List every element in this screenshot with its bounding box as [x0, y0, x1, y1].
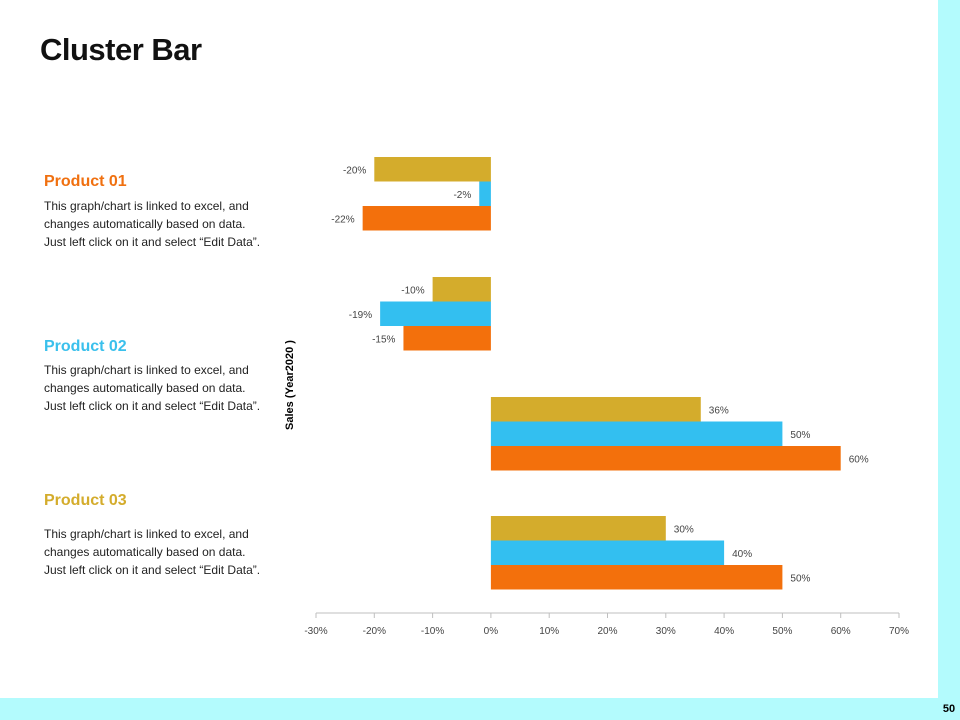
- bar: [374, 157, 491, 182]
- data-label: -19%: [349, 310, 372, 321]
- x-tick-label: -10%: [421, 626, 444, 637]
- product-01-description: This graph/chart is linked to excel, and…: [44, 199, 261, 249]
- bottom-accent-band: [0, 698, 938, 720]
- x-tick-label: 0%: [484, 626, 499, 637]
- y-axis-title: Sales (Year2020 ): [284, 340, 296, 430]
- bar: [490, 421, 783, 446]
- x-tick-label: -20%: [363, 626, 386, 637]
- data-label: 40%: [732, 549, 752, 560]
- bar: [490, 565, 783, 590]
- product-03-heading: Product 03: [44, 492, 127, 509]
- x-tick-label: 10%: [539, 626, 559, 637]
- data-label: 50%: [790, 430, 810, 441]
- x-tick-label: 60%: [831, 626, 851, 637]
- bar: [479, 181, 491, 206]
- bar: [362, 206, 491, 231]
- product-03-description: This graph/chart is linked to excel, and…: [44, 527, 261, 577]
- x-tick-label: 50%: [772, 626, 792, 637]
- x-tick-label: 40%: [714, 626, 734, 637]
- bar: [490, 516, 666, 541]
- product-01-heading: Product 01: [44, 173, 127, 190]
- bar: [490, 540, 725, 565]
- data-label: -20%: [343, 165, 366, 176]
- bar: [490, 446, 841, 471]
- data-label: 50%: [790, 573, 810, 584]
- data-label: -10%: [401, 285, 424, 296]
- data-label: -2%: [453, 190, 471, 201]
- bar: [490, 397, 701, 422]
- data-label: 30%: [674, 524, 694, 535]
- data-label: -15%: [372, 334, 395, 345]
- data-label: 36%: [709, 405, 729, 416]
- product-02-description: This graph/chart is linked to excel, and…: [44, 363, 261, 413]
- right-accent-band: [938, 0, 960, 720]
- bar: [432, 277, 491, 302]
- bar: [380, 301, 491, 326]
- data-label: 60%: [849, 454, 869, 465]
- x-tick-label: 70%: [889, 626, 909, 637]
- bar: [403, 326, 491, 351]
- x-tick-label: 30%: [656, 626, 676, 637]
- data-label: -22%: [331, 214, 354, 225]
- x-tick-label: 20%: [597, 626, 617, 637]
- cluster-bar-chart: -30% -20% -10% 0% 10% 20% 30% 40% 50% 60% 70% -20% -…: [284, 157, 909, 637]
- x-tick-label: -30%: [304, 626, 327, 637]
- slide-title: Cluster Bar: [40, 32, 202, 67]
- page-number: 50: [942, 703, 956, 715]
- product-02-heading: Product 02: [44, 338, 127, 355]
